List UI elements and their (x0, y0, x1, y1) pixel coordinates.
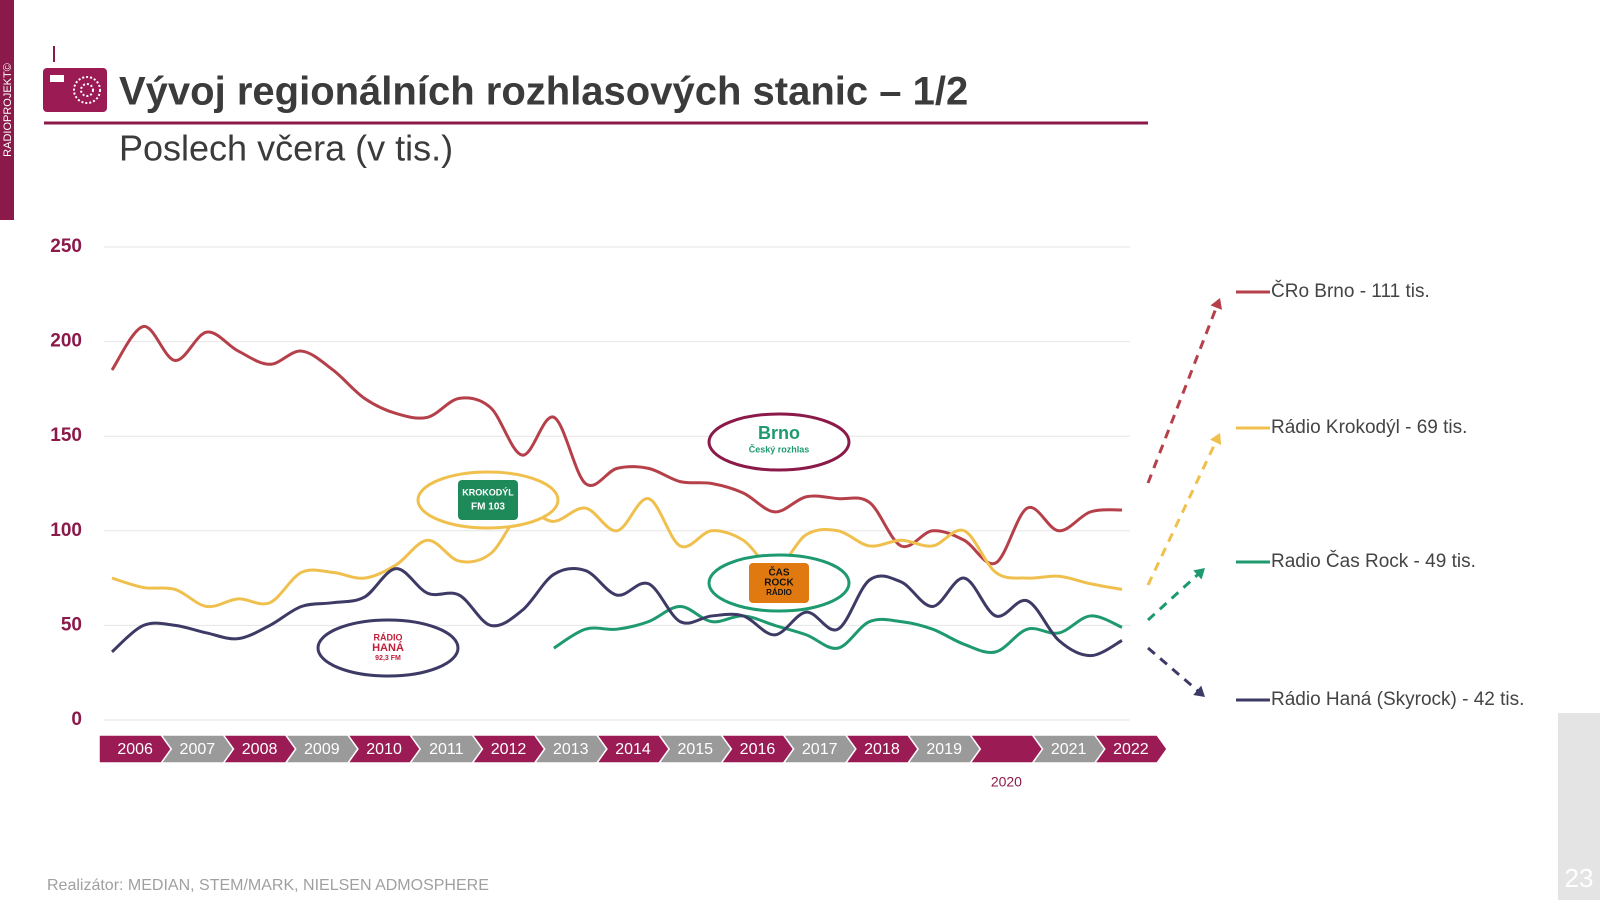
x-tick-label: 2018 (864, 741, 900, 758)
page-number: 23 (1565, 863, 1594, 893)
legend-arrowhead (1210, 433, 1222, 445)
x-tick-label: 2014 (615, 741, 651, 758)
logo-text: 92,3 FM (375, 655, 401, 662)
legend-arrowhead (1193, 568, 1205, 580)
x-tick-label: 2020 (991, 774, 1022, 790)
series-line (110, 324, 1123, 566)
y-tick-label: 100 (50, 520, 82, 541)
x-tick-label: 2010 (366, 741, 402, 758)
logo-text: HANÁ (372, 641, 404, 654)
x-tick-label: 2021 (1051, 741, 1087, 758)
y-tick-label: 200 (50, 331, 82, 352)
x-tick-label: 2009 (304, 741, 340, 758)
series-line (111, 566, 1123, 658)
legend-label: Radio Čas Rock - 49 tis. (1271, 550, 1476, 572)
logo-badge (458, 480, 518, 520)
x-tick-label: 2015 (677, 741, 713, 758)
x-tick-label: 2008 (242, 741, 278, 758)
logo-text: Brno (758, 423, 800, 443)
logo-badge (749, 563, 809, 603)
legend-label: ČRo Brno - 111 tis. (1271, 280, 1430, 302)
x-tick-label: 2006 (117, 741, 153, 758)
legend-arrow (1146, 304, 1219, 484)
logo-text: FM 103 (471, 502, 505, 513)
timeline-chevron (1093, 734, 1168, 764)
x-tick-label: 2016 (740, 741, 776, 758)
y-tick-label: 250 (50, 236, 82, 257)
legend-arrowhead (1193, 685, 1205, 697)
footer: Realizátor: MEDIAN, STEM/MARK, NIELSEN A… (47, 877, 489, 894)
logo-text: RÁDIO (374, 632, 403, 642)
x-tick-label: 2017 (802, 741, 838, 758)
title: Vývoj regionálních rozhlasových stanic –… (119, 70, 968, 114)
logo-text: ČAS (768, 566, 789, 579)
legend-arrow (1146, 572, 1201, 622)
x-tick-label: 2019 (926, 741, 962, 758)
subtitle: Poslech včera (v tis.) (119, 128, 453, 169)
x-tick-label: 2007 (180, 741, 216, 758)
x-tick-label: 2012 (491, 741, 527, 758)
x-tick-label: 2013 (553, 741, 589, 758)
y-tick-label: 0 (71, 709, 82, 730)
legend-arrow (1147, 646, 1200, 693)
logo-text: RÁDIO (766, 588, 792, 597)
sidebar-text: RADIOPROJEKT© (2, 63, 14, 157)
logo-text: ROCK (764, 578, 794, 589)
series-line (553, 604, 1123, 654)
timeline-chevron (968, 734, 1044, 764)
legend-arrowhead (1210, 298, 1223, 310)
y-tick-label: 150 (50, 425, 82, 446)
x-tick-label: 2022 (1113, 741, 1149, 758)
logo-badge (749, 422, 809, 462)
sidebar-strip (0, 0, 14, 220)
logo-badge (358, 628, 418, 668)
logo-text: KROKODÝL (462, 486, 514, 497)
legend-arrow (1146, 439, 1218, 586)
radio-icon (43, 46, 107, 112)
series-line (111, 497, 1123, 609)
page-number-box (1558, 713, 1600, 900)
logo-text: Český rozhlas (749, 443, 810, 454)
legend-label: Rádio Krokodýl - 69 tis. (1271, 417, 1467, 438)
x-tick-label: 2011 (429, 741, 464, 758)
legend-label: Rádio Haná (Skyrock) - 42 tis. (1271, 689, 1524, 710)
y-tick-label: 50 (61, 614, 82, 635)
